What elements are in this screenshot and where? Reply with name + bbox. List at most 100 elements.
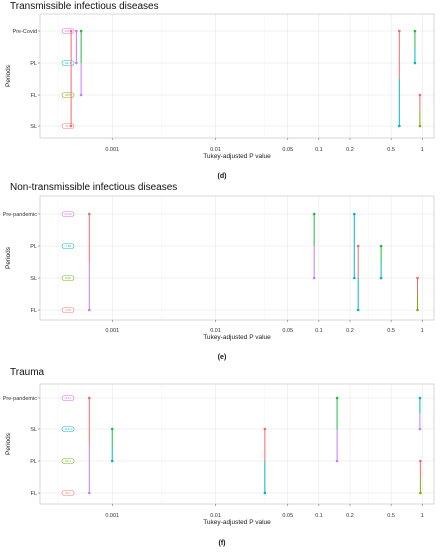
x-tick-label: 0.5 bbox=[387, 147, 395, 153]
comparison-point bbox=[75, 61, 78, 65]
x-tick-label: 0.1 bbox=[315, 513, 323, 519]
y-axis-title: Periods bbox=[5, 246, 12, 269]
y-tick-label: FL bbox=[31, 93, 37, 99]
comparison-point bbox=[398, 124, 401, 128]
y-tick-label: PL bbox=[30, 459, 37, 465]
value-pill bbox=[61, 395, 75, 401]
comparison-point bbox=[416, 308, 419, 312]
comparison-point bbox=[88, 212, 91, 216]
x-axis-title: Tukey-adjusted P value bbox=[203, 519, 271, 526]
comparison-point bbox=[88, 396, 91, 400]
y-axis-title: Periods bbox=[5, 432, 12, 455]
y-tick-label: SL bbox=[30, 427, 37, 433]
comparison-point bbox=[88, 491, 91, 495]
x-tick-label: 0.2 bbox=[346, 147, 354, 153]
panel-1: Transmissible infectious diseases 0.001 0.… bbox=[5, 1, 435, 180]
plot-area bbox=[39, 383, 435, 505]
y-tick-label: PL bbox=[30, 244, 37, 250]
value-pill bbox=[61, 426, 75, 432]
value-pill-text: 124.3 bbox=[64, 427, 72, 431]
value-pill-text: 82.7 bbox=[65, 491, 71, 495]
plot-area bbox=[39, 195, 435, 321]
comparison-point bbox=[79, 29, 83, 33]
comparison-point bbox=[356, 244, 360, 248]
comparison-point bbox=[69, 124, 73, 128]
x-tick-label: 0.001 bbox=[105, 328, 119, 334]
y-axis-title: Periods bbox=[5, 64, 12, 87]
y-tick-label: SL bbox=[30, 124, 37, 130]
x-tick-label: 0.01 bbox=[210, 328, 221, 334]
x-tick-label: 0.1 bbox=[315, 147, 323, 153]
comparison-point bbox=[312, 212, 316, 216]
comparison-point bbox=[263, 427, 267, 431]
value-pill-text: 68.8 bbox=[65, 93, 71, 97]
panel-label: (d) bbox=[218, 173, 227, 180]
y-tick-label: Pre-pandemic bbox=[3, 396, 37, 402]
value-pill-text: 8.99 bbox=[65, 276, 71, 280]
comparison-point bbox=[352, 276, 356, 280]
comparison-point bbox=[398, 29, 401, 33]
value-pill bbox=[61, 243, 75, 249]
panel-3: Trauma 0.001 0.01 0.05 0.1 0.2 0.5 1 Pre-pandemi… bbox=[3, 367, 435, 547]
comparison-point bbox=[75, 29, 78, 33]
y-tick-label: FL bbox=[31, 308, 37, 314]
value-pill-text: 7.38 bbox=[65, 244, 71, 248]
comparison-point bbox=[418, 427, 422, 431]
x-tick-label: 0.05 bbox=[282, 147, 293, 153]
x-axis-title: Tukey-adjusted P value bbox=[203, 153, 271, 160]
value-pill bbox=[61, 458, 75, 464]
x-tick-label: 0.001 bbox=[105, 513, 119, 519]
y-tick-label: PL bbox=[30, 61, 37, 67]
comparison-point bbox=[88, 308, 91, 312]
comparison-point bbox=[418, 396, 422, 400]
value-pill-text: 92.1 bbox=[65, 459, 71, 463]
comparison-point bbox=[413, 29, 417, 33]
comparison-point bbox=[69, 29, 73, 33]
panel-title: Non-transmissible infectious diseases bbox=[10, 182, 177, 193]
x-tick-label: 0.5 bbox=[387, 513, 395, 519]
comparison-point bbox=[352, 212, 356, 216]
plot-area bbox=[39, 13, 435, 139]
comparison-point bbox=[263, 491, 267, 495]
x-tick-label: 0.5 bbox=[387, 328, 395, 334]
panel-title: Trauma bbox=[10, 367, 45, 378]
value-pill bbox=[61, 307, 75, 313]
panel-2: Non-transmissible infectious diseases 0.0… bbox=[3, 182, 435, 361]
panel-label: (f) bbox=[219, 540, 226, 547]
x-tick-label: 0.01 bbox=[210, 147, 221, 153]
value-pill-text: 2.50 bbox=[65, 308, 71, 312]
comparison-point bbox=[110, 459, 114, 463]
x-tick-label: 0.05 bbox=[282, 513, 293, 519]
comparison-point bbox=[379, 276, 383, 280]
comparison-point bbox=[379, 244, 383, 248]
comparison-point bbox=[110, 427, 114, 431]
comparison-point bbox=[419, 459, 422, 463]
x-tick-label: 1 bbox=[421, 513, 424, 519]
x-tick-label: 0.2 bbox=[346, 328, 354, 334]
value-pill bbox=[61, 275, 75, 281]
y-tick-label: Pre-Covid bbox=[13, 29, 37, 35]
y-tick-label: SL bbox=[30, 276, 37, 282]
value-pill-text: 62.4 bbox=[65, 61, 71, 65]
comparison-point bbox=[416, 276, 419, 280]
comparison-point bbox=[419, 491, 422, 495]
value-pill-text: 41.8 bbox=[65, 124, 71, 128]
comparison-point bbox=[418, 93, 422, 97]
comparison-point bbox=[356, 308, 360, 312]
value-pill bbox=[61, 490, 75, 496]
x-tick-label: 1 bbox=[421, 147, 424, 153]
value-pill-text: 113.1 bbox=[64, 396, 72, 400]
y-tick-label: Pre-pandemic bbox=[3, 212, 37, 218]
panel-title: Transmissible infectious diseases bbox=[10, 1, 159, 12]
x-tick-label: 0.01 bbox=[210, 513, 221, 519]
x-tick-label: 0.05 bbox=[282, 328, 293, 334]
value-pill-text: 22.89 bbox=[64, 212, 72, 216]
comparison-point bbox=[413, 61, 417, 65]
x-tick-label: 0.2 bbox=[346, 513, 354, 519]
panel-label: (e) bbox=[218, 354, 227, 361]
comparison-point bbox=[335, 396, 339, 400]
value-pill-text: 133.3 bbox=[64, 29, 72, 33]
x-tick-label: 0.1 bbox=[315, 328, 323, 334]
